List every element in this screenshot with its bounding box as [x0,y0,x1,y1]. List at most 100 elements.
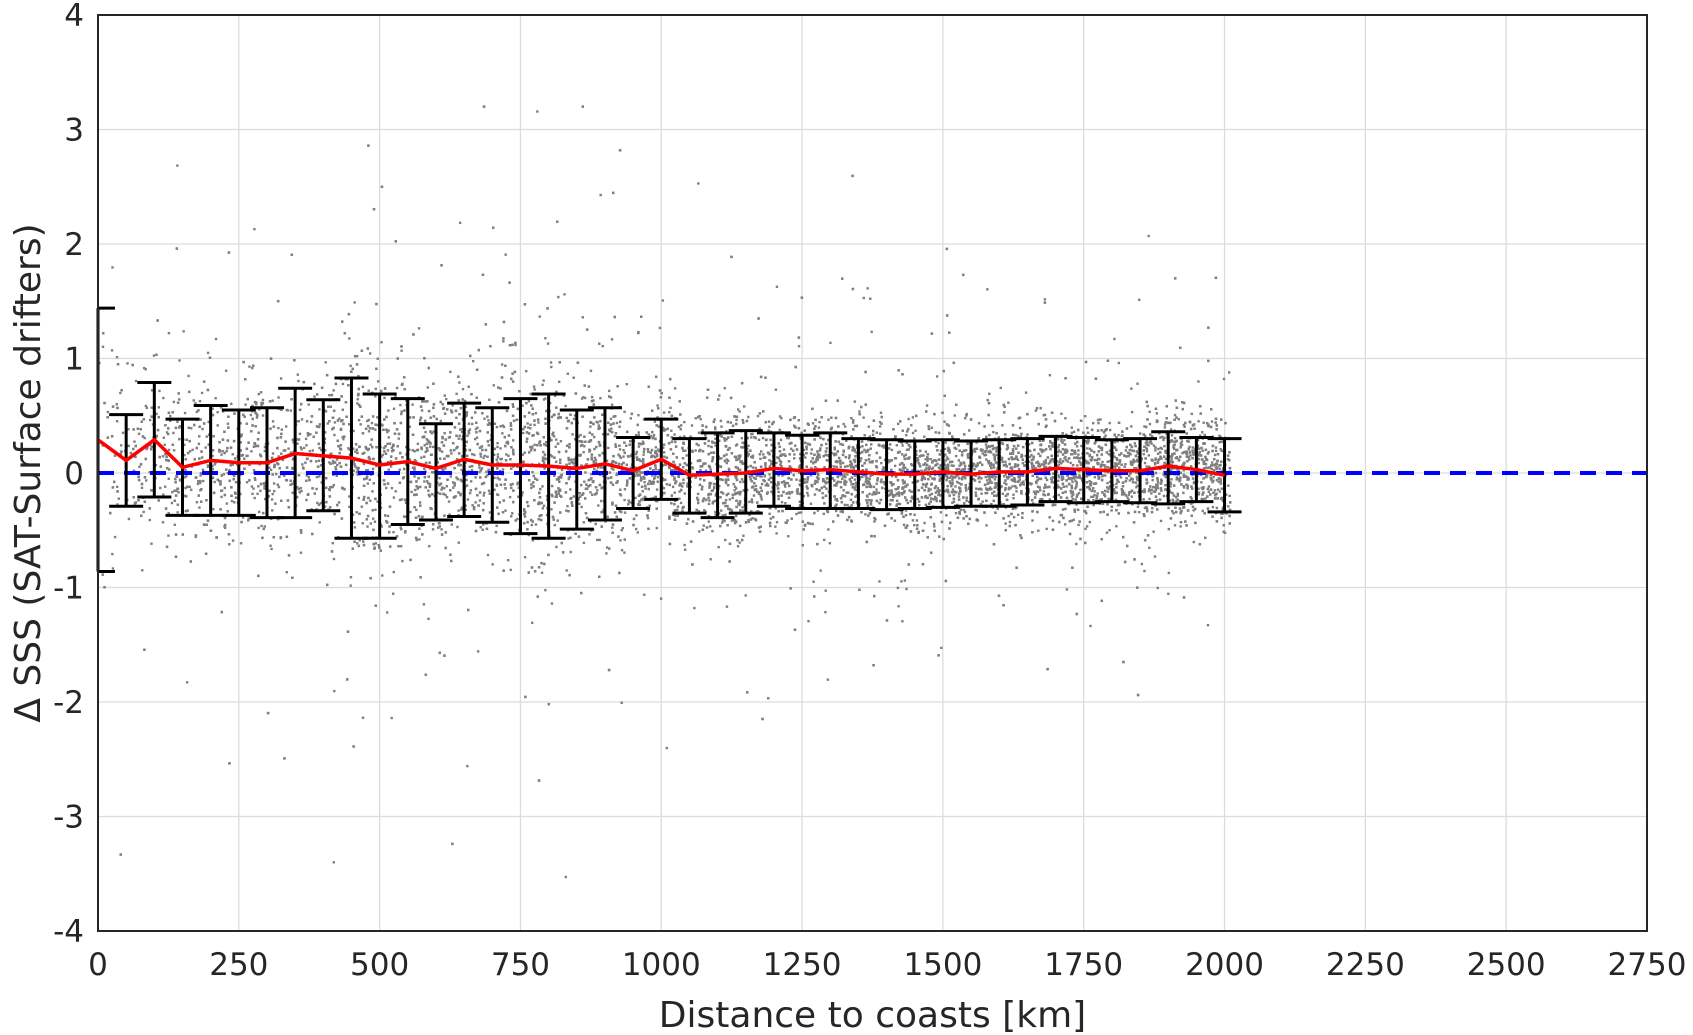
scatter-point [1154,449,1157,452]
scatter-point [257,485,260,488]
scatter-point [978,480,981,484]
scatter-point [1035,461,1038,464]
scatter-point [544,397,547,400]
scatter-point [222,473,226,476]
scatter-point [373,520,377,523]
scatter-point [944,459,947,462]
scatter-point [257,526,260,530]
scatter-point [323,505,327,508]
scatter-point [814,465,817,469]
scatter-point [1197,380,1200,383]
scatter-point [617,453,620,456]
scatter-point [661,477,665,480]
scatter-point [877,491,881,495]
scatter-point [1186,484,1190,488]
scatter-point [864,475,868,478]
scatter-point [457,509,460,512]
scatter-point [655,488,659,491]
scatter-point [557,492,561,495]
scatter-point [704,462,707,465]
scatter-point [167,534,170,537]
scatter-point [224,369,228,372]
scatter-point [1072,430,1076,434]
scatter-point [682,481,685,485]
scatter-point [287,447,290,450]
scatter-point [319,448,323,452]
scatter-point [605,552,608,555]
scatter-point [1127,493,1131,496]
scatter-point [770,449,773,453]
scatter-point [450,452,453,455]
scatter-point [279,377,283,380]
scatter-point [1147,454,1151,457]
scatter-point [694,449,697,452]
scatter-point [1104,434,1107,437]
scatter-point [993,474,996,477]
scatter-point [1090,455,1094,459]
scatter-point [510,515,513,518]
scatter-point [1083,415,1087,418]
scatter-point [1206,623,1210,627]
scatter-point [511,512,514,515]
scatter-point [1128,471,1132,475]
scatter-point [725,453,728,456]
scatter-point [714,428,717,431]
scatter-point [764,484,768,487]
scatter-point [890,484,894,487]
scatter-point [269,468,273,472]
scatter-point [1070,426,1074,429]
scatter-point [1115,525,1118,528]
scatter-point [1085,475,1088,478]
scatter-point [531,434,534,437]
scatter-point [121,431,125,435]
scatter-point [498,478,501,481]
scatter-point [423,467,426,471]
scatter-point [678,490,681,493]
scatter-point [947,457,950,461]
scatter-point [1072,518,1075,522]
scatter-point [1057,479,1060,483]
scatter-point [1026,433,1029,436]
scatter-point [149,448,153,451]
scatter-point [746,454,749,458]
scatter-point [724,504,727,508]
scatter-point [557,487,560,490]
scatter-point [724,498,728,502]
scatter-point [954,511,958,515]
scatter-point [592,435,596,439]
scatter-point [673,387,677,390]
scatter-point [1014,433,1017,437]
scatter-point [816,509,820,512]
scatter-point [988,486,992,489]
scatter-point [212,507,215,511]
scatter-point [127,428,130,431]
scatter-point [317,459,321,462]
scatter-point [1029,449,1032,453]
scatter-point [1159,436,1162,439]
scatter-point [474,427,478,431]
scatter-point [1036,485,1040,488]
scatter-point [163,443,166,446]
scatter-point [1032,490,1036,493]
scatter-point [223,486,227,490]
scatter-point [452,481,455,484]
scatter-point [747,520,751,523]
scatter-point [505,453,508,456]
scatter-point [567,456,570,460]
scatter-point [911,468,914,472]
scatter-point [953,414,956,417]
scatter-point [1007,514,1010,518]
scatter-point [954,485,957,488]
scatter-point [225,449,228,453]
scatter-point [1091,421,1095,425]
scatter-point [994,461,998,464]
scatter-point [1203,442,1207,445]
scatter-point [297,419,301,423]
scatter-point [795,478,798,481]
scatter-point [999,386,1002,390]
scatter-point [727,492,730,495]
scatter-point [612,468,615,471]
scatter-point [369,443,372,447]
scatter-point [1000,485,1003,488]
